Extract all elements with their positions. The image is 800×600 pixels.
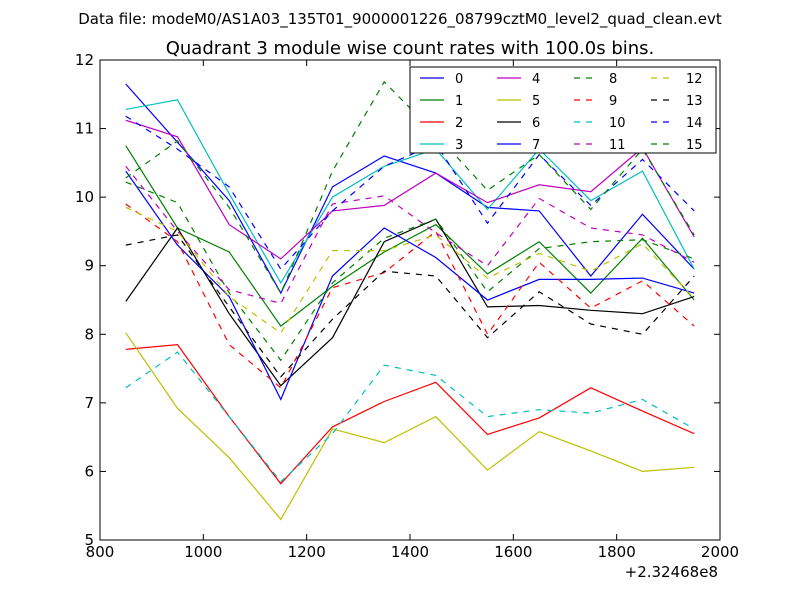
series-line-10 — [125, 351, 695, 483]
series-line-6 — [125, 218, 695, 387]
legend-label-9: 9 — [609, 94, 617, 109]
x-tick-label: 1600 — [494, 543, 532, 561]
x-tick-label: 1000 — [184, 543, 222, 561]
legend-label-14: 14 — [686, 116, 703, 131]
series-line-1 — [125, 145, 695, 327]
y-tick-label: 10 — [75, 188, 94, 206]
chart-title: Quadrant 3 module wise count rates with … — [166, 38, 655, 59]
x-tick-label: 1200 — [288, 543, 326, 561]
legend-label-2: 2 — [455, 116, 463, 131]
legend-label-3: 3 — [455, 138, 463, 153]
legend-label-8: 8 — [609, 72, 617, 87]
series-line-5 — [125, 332, 695, 521]
legend-label-1: 1 — [455, 94, 463, 109]
series-line-3 — [125, 99, 695, 285]
legend-label-12: 12 — [686, 72, 703, 87]
legend-label-6: 6 — [532, 116, 540, 131]
legend-label-15: 15 — [686, 138, 703, 153]
series-line-0 — [125, 83, 695, 295]
legend-label-5: 5 — [532, 94, 540, 109]
y-tick-label: 6 — [84, 462, 94, 480]
legend-label-13: 13 — [686, 94, 703, 109]
x-tick-label: 2000 — [701, 543, 739, 561]
series-line-4 — [125, 119, 695, 260]
series-line-7 — [125, 170, 695, 401]
legend-label-7: 7 — [532, 138, 540, 153]
y-tick-label: 8 — [84, 325, 94, 343]
suptitle: Data file: modeM0/AS1A03_135T01_90000012… — [78, 10, 722, 29]
legend-label-0: 0 — [455, 72, 463, 87]
x-tick-label: 1800 — [598, 543, 636, 561]
legend-label-4: 4 — [532, 72, 540, 87]
series-line-11 — [125, 165, 695, 305]
y-tick-label: 11 — [75, 120, 94, 138]
series-line-8 — [125, 181, 695, 362]
legend-label-11: 11 — [609, 138, 626, 153]
x-tick-label: 800 — [86, 543, 115, 561]
y-tick-label: 7 — [84, 394, 94, 412]
y-tick-label: 9 — [84, 257, 94, 275]
plot-lines — [125, 80, 695, 521]
series-line-14 — [125, 115, 695, 271]
series-line-2 — [125, 343, 695, 485]
legend-box — [409, 66, 717, 154]
y-tick-label: 5 — [84, 531, 94, 549]
x-tick-label: 1400 — [391, 543, 429, 561]
legend-label-10: 10 — [609, 116, 626, 131]
y-tick-label: 12 — [75, 51, 94, 69]
x-offset-label: +2.32468e8 — [625, 563, 718, 581]
series-line-9 — [125, 203, 695, 389]
